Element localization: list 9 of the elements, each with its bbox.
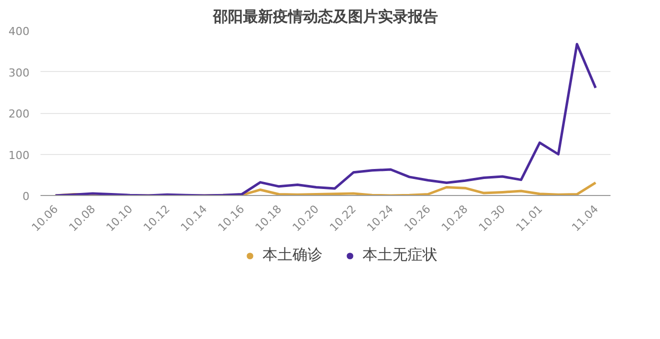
y-tick-label: 100 xyxy=(8,148,30,162)
y-tick-label: 0 xyxy=(22,190,30,203)
y-tick-label: 400 xyxy=(8,25,30,38)
y-tick-label: 200 xyxy=(8,108,30,120)
legend-label: 本土无症状 xyxy=(362,246,438,264)
y-tick-label: 300 xyxy=(8,66,30,80)
legend-label: 本土确诊 xyxy=(262,246,322,264)
chart-title: 邵阳最新疫情动态及图片实录报告 xyxy=(212,8,438,26)
line-series xyxy=(54,42,597,196)
